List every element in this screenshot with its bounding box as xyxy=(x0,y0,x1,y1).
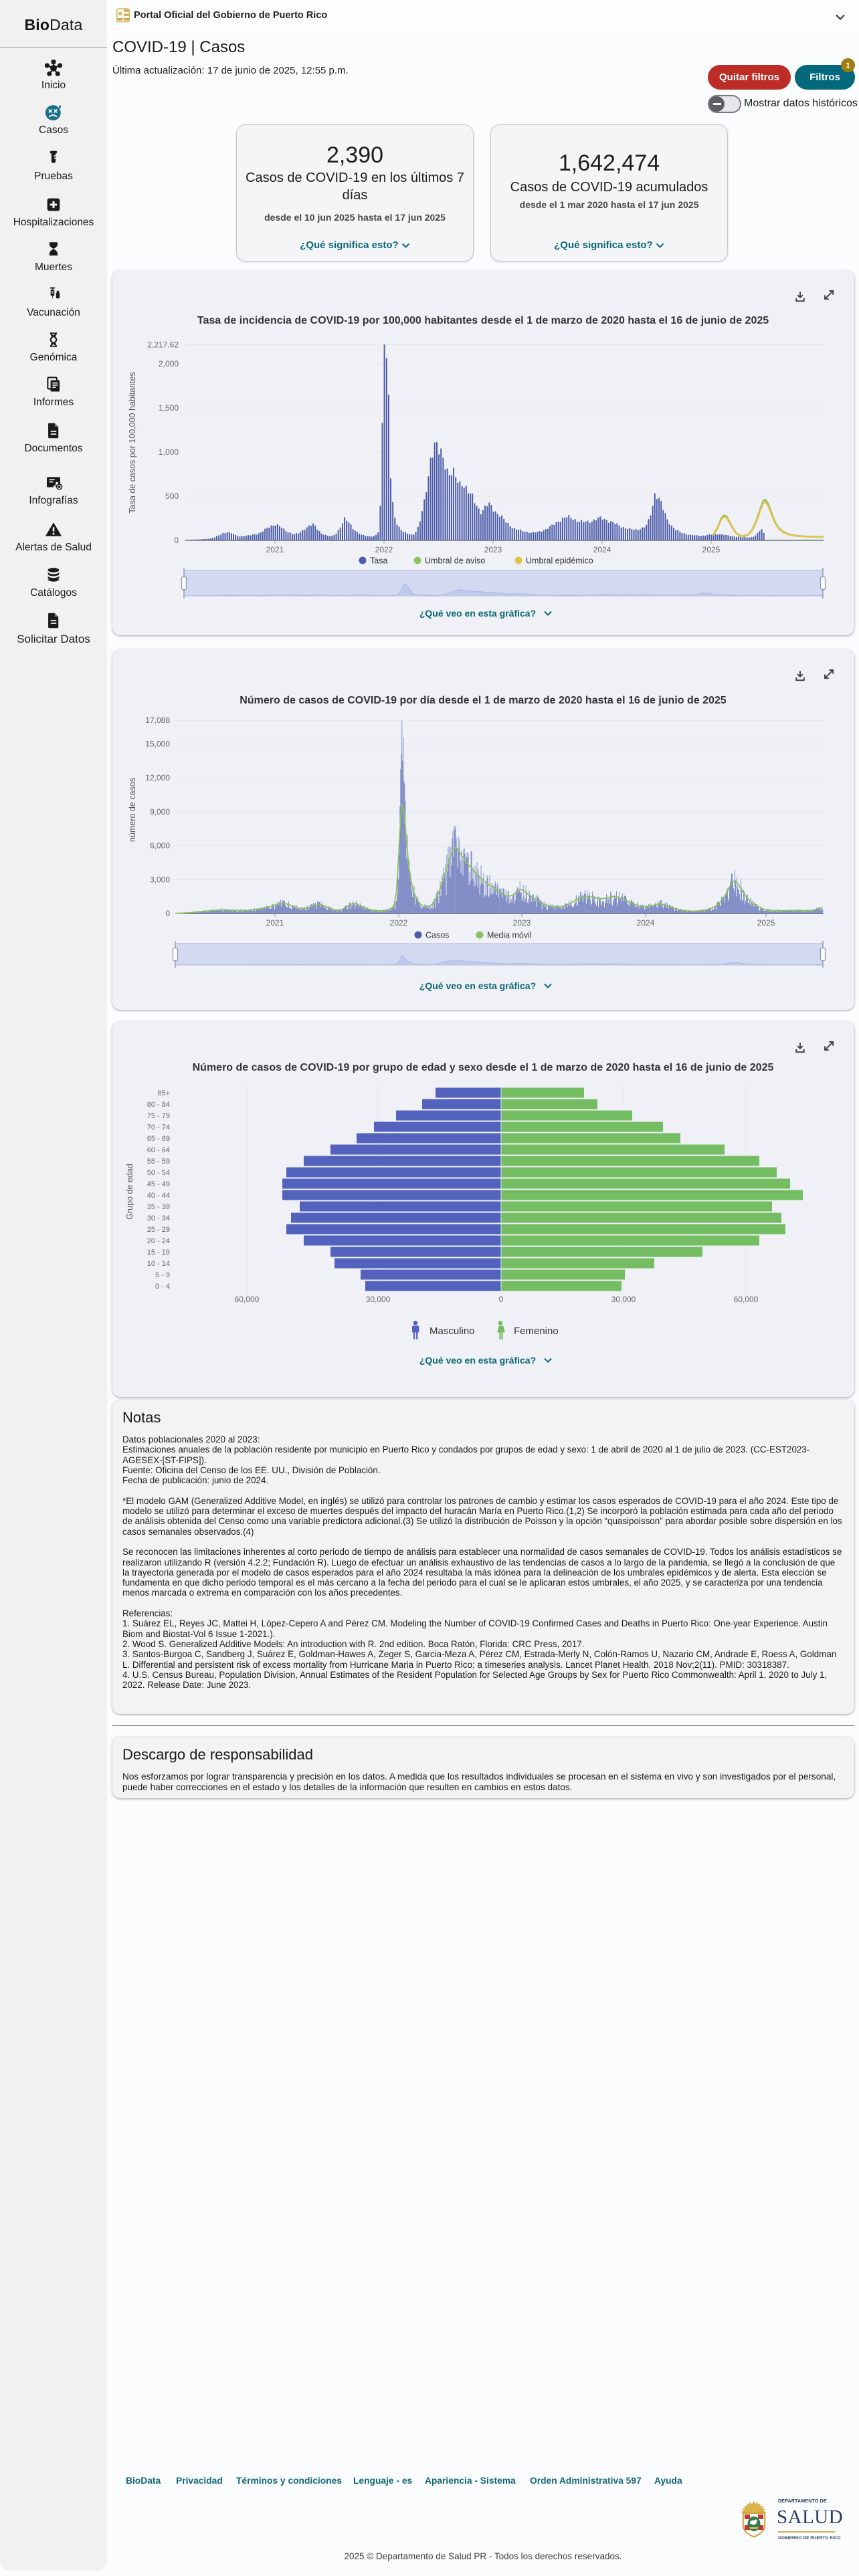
svg-text:número de casos: número de casos xyxy=(128,778,137,842)
svg-text:2022: 2022 xyxy=(375,545,393,554)
svg-text:Número de casos de COVID-19 po: Número de casos de COVID-19 por día desd… xyxy=(240,695,726,706)
svg-text:¿Qué veo en esta gráfica?: ¿Qué veo en esta gráfica? xyxy=(419,608,536,619)
svg-text:60,000: 60,000 xyxy=(235,1295,260,1304)
svg-text:60,000: 60,000 xyxy=(734,1295,759,1304)
svg-text:40 - 44: 40 - 44 xyxy=(147,1192,170,1200)
svg-text:Media móvil: Media móvil xyxy=(487,931,532,940)
svg-text:2023: 2023 xyxy=(513,918,531,928)
svg-text:Tasa: Tasa xyxy=(370,556,387,566)
svg-text:2,000: 2,000 xyxy=(159,359,179,368)
svg-text:6,000: 6,000 xyxy=(150,841,170,851)
svg-text:1,000: 1,000 xyxy=(159,447,179,457)
svg-text:2024: 2024 xyxy=(637,918,655,928)
svg-text:Tasa de incidencia de COVID-19: Tasa de incidencia de COVID-19 por 100,0… xyxy=(197,315,769,326)
svg-text:1,500: 1,500 xyxy=(159,403,179,413)
svg-text:3,000: 3,000 xyxy=(150,875,170,884)
svg-text:20 - 24: 20 - 24 xyxy=(147,1237,170,1245)
svg-text:10 - 14: 10 - 14 xyxy=(147,1260,170,1268)
svg-text:15 - 19: 15 - 19 xyxy=(147,1249,170,1257)
svg-text:0 - 4: 0 - 4 xyxy=(155,1283,170,1291)
svg-text:0: 0 xyxy=(174,536,179,545)
svg-text:Umbral epidémico: Umbral epidémico xyxy=(526,556,593,566)
svg-text:80 - 84: 80 - 84 xyxy=(147,1101,170,1109)
svg-text:30 - 34: 30 - 34 xyxy=(147,1214,170,1222)
svg-text:¿Qué veo en esta gráfica?: ¿Qué veo en esta gráfica? xyxy=(419,980,536,991)
svg-text:2023: 2023 xyxy=(484,545,502,554)
svg-text:2,217.62: 2,217.62 xyxy=(147,340,179,349)
svg-text:Umbral de aviso: Umbral de aviso xyxy=(425,556,485,566)
svg-text:12,000: 12,000 xyxy=(145,773,170,782)
svg-text:Número de casos de COVID-19 po: Número de casos de COVID-19 por grupo de… xyxy=(193,1062,774,1073)
svg-text:0: 0 xyxy=(499,1295,504,1304)
svg-text:35 - 39: 35 - 39 xyxy=(147,1203,170,1211)
svg-text:2024: 2024 xyxy=(593,545,611,554)
svg-text:Femenino: Femenino xyxy=(514,1325,559,1337)
svg-text:65 - 69: 65 - 69 xyxy=(147,1135,170,1143)
svg-text:75 - 79: 75 - 79 xyxy=(147,1112,170,1120)
svg-text:55 - 59: 55 - 59 xyxy=(147,1158,170,1166)
svg-text:Grupo de edad: Grupo de edad xyxy=(125,1164,134,1219)
svg-text:Tasa de casos por 100,000 habi: Tasa de casos por 100,000 habitantes xyxy=(128,372,137,513)
svg-text:5 - 9: 5 - 9 xyxy=(155,1271,170,1279)
svg-text:9,000: 9,000 xyxy=(150,807,170,817)
svg-text:45 - 49: 45 - 49 xyxy=(147,1180,170,1188)
svg-text:85+: 85+ xyxy=(157,1089,170,1097)
svg-text:17,088: 17,088 xyxy=(145,716,170,725)
svg-text:15,000: 15,000 xyxy=(145,740,170,749)
svg-text:50 - 54: 50 - 54 xyxy=(147,1169,170,1177)
svg-text:30,000: 30,000 xyxy=(366,1295,391,1304)
svg-text:¿Qué veo en esta gráfica?: ¿Qué veo en esta gráfica? xyxy=(419,1355,536,1366)
svg-text:2025: 2025 xyxy=(757,918,775,928)
svg-text:30,000: 30,000 xyxy=(611,1295,636,1304)
svg-text:Masculino: Masculino xyxy=(430,1325,475,1337)
svg-text:2021: 2021 xyxy=(266,918,284,928)
svg-text:0: 0 xyxy=(165,909,170,918)
svg-text:25 - 29: 25 - 29 xyxy=(147,1226,170,1234)
svg-text:70 - 74: 70 - 74 xyxy=(147,1123,170,1132)
svg-text:Casos: Casos xyxy=(425,931,449,940)
svg-text:500: 500 xyxy=(165,492,179,501)
svg-text:2022: 2022 xyxy=(390,918,408,928)
svg-text:2025: 2025 xyxy=(702,545,721,554)
svg-text:60 - 64: 60 - 64 xyxy=(147,1146,170,1154)
svg-text:2021: 2021 xyxy=(266,545,284,554)
